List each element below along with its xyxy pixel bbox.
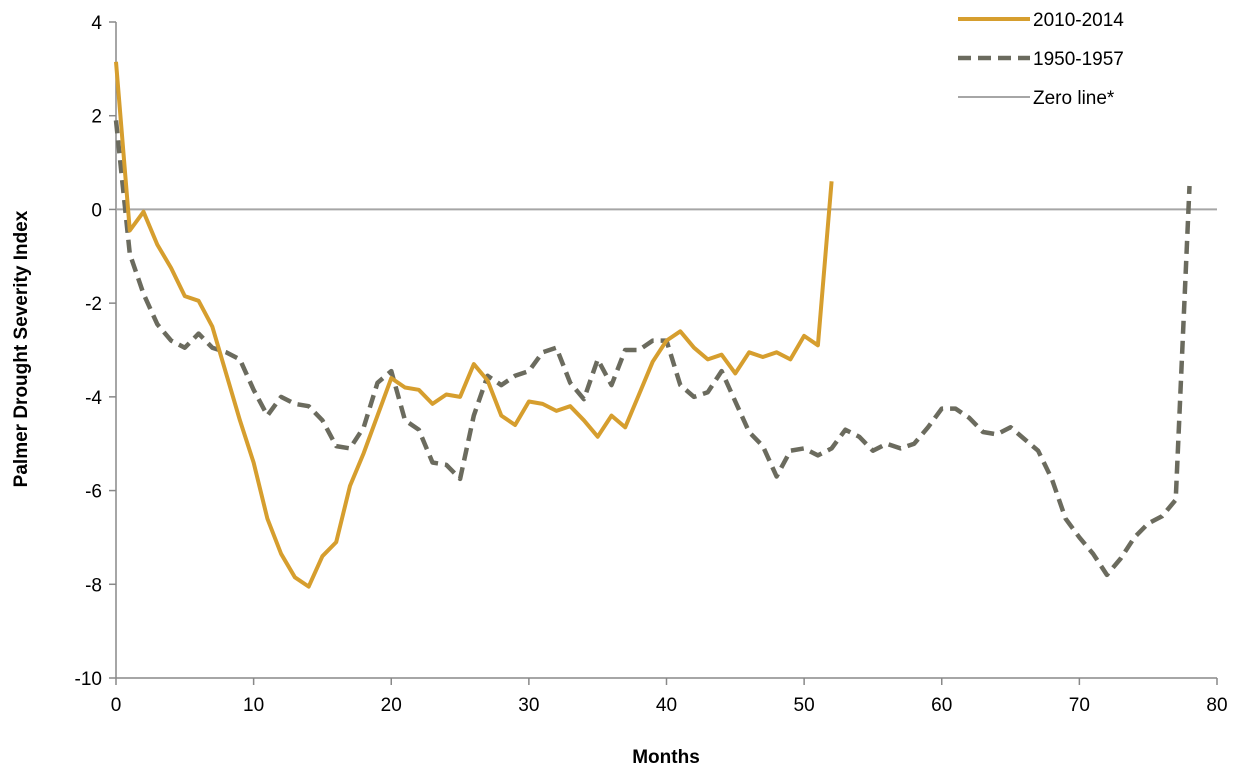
y-tick-label: 0 <box>91 200 102 221</box>
x-tick-label: 70 <box>1069 695 1090 716</box>
y-tick-label: -8 <box>85 575 102 596</box>
x-tick-label: 50 <box>794 695 815 716</box>
x-tick-label: 60 <box>931 695 952 716</box>
series-line-2010-2014 <box>114 61 834 589</box>
legend-label-1950-1957: 1950-1957 <box>1033 49 1124 70</box>
x-axis-title: Months <box>632 747 700 768</box>
y-tick-label: -2 <box>85 294 102 315</box>
y-tick-label: -10 <box>75 669 102 690</box>
x-tick-label: 30 <box>518 695 539 716</box>
series-line-1950-1957 <box>113 120 1192 578</box>
legend-label-Zero line*: Zero line* <box>1033 88 1115 109</box>
x-tick-label: 0 <box>111 695 122 716</box>
legend-label-2010-2014: 2010-2014 <box>1033 10 1124 31</box>
x-tick-label: 20 <box>381 695 402 716</box>
y-tick-label: 4 <box>91 13 102 34</box>
axes-layer <box>109 21 1218 685</box>
legend: 2010-2014 1950-1957 Zero line* <box>958 10 1124 109</box>
y-tick-label: -6 <box>85 482 102 503</box>
series-layer <box>113 61 1192 589</box>
x-tick-label: 40 <box>656 695 677 716</box>
x-tick-label: 80 <box>1206 695 1227 716</box>
y-axis-title: Palmer Drought Severity Index <box>11 210 32 487</box>
x-tick-label: 10 <box>243 695 264 716</box>
tick-labels-layer: 420-2-4-6-8-100 10 20 30 40 50 60 70 80 <box>75 13 1228 716</box>
y-tick-label: 2 <box>91 107 102 128</box>
y-tick-label: -4 <box>85 388 102 409</box>
